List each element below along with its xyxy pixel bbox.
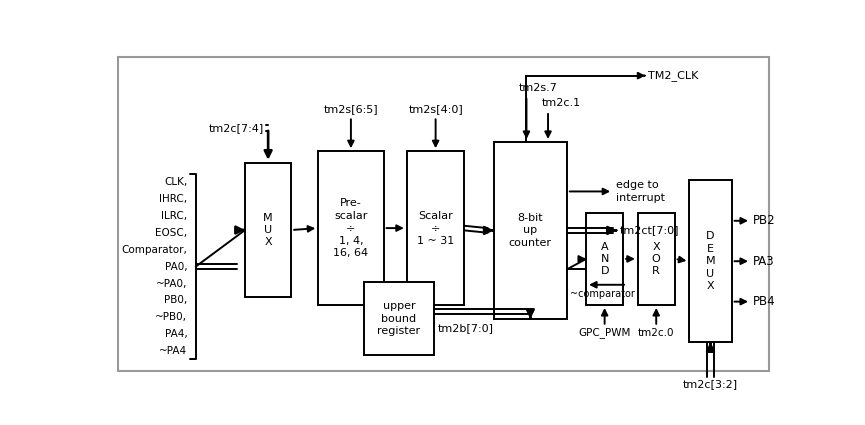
Text: ~PB0,: ~PB0, — [156, 312, 188, 323]
Text: ILRC,: ILRC, — [161, 211, 188, 221]
Bar — [494, 142, 567, 319]
Text: PB2: PB2 — [753, 214, 776, 227]
Text: IHRC,: IHRC, — [159, 194, 188, 204]
Text: upper
bound
register: upper bound register — [377, 301, 420, 336]
Text: edge to
interrupt: edge to interrupt — [616, 180, 665, 203]
Text: X
O
R: X O R — [652, 241, 661, 276]
Text: TM2_CLK: TM2_CLK — [648, 70, 698, 81]
Text: ~PA0,: ~PA0, — [156, 278, 188, 289]
Bar — [586, 212, 623, 305]
Text: CLK,: CLK, — [164, 177, 188, 187]
Text: tm2s[6:5]: tm2s[6:5] — [324, 104, 378, 114]
Text: PB0,: PB0, — [164, 295, 188, 306]
Bar — [318, 151, 384, 305]
Text: tm2c.1: tm2c.1 — [541, 98, 581, 108]
Text: Scalar
÷
1 ~ 31: Scalar ÷ 1 ~ 31 — [417, 211, 454, 246]
Text: ~PA4: ~PA4 — [159, 346, 188, 356]
Text: tm2c[7:4]: tm2c[7:4] — [208, 123, 264, 133]
Bar — [364, 282, 433, 355]
Text: GPC_PWM: GPC_PWM — [579, 327, 631, 338]
Text: tm2ct[7:0]: tm2ct[7:0] — [619, 225, 679, 235]
Text: tm2s[4:0]: tm2s[4:0] — [408, 104, 463, 114]
Bar — [638, 212, 675, 305]
Text: tm2c[3:2]: tm2c[3:2] — [683, 380, 738, 389]
Bar — [407, 151, 465, 305]
Text: ~comparator: ~comparator — [570, 289, 635, 299]
Text: PB4: PB4 — [753, 295, 776, 308]
Text: tm2s.7: tm2s.7 — [519, 83, 558, 93]
Bar — [689, 180, 732, 342]
Text: PA4,: PA4, — [164, 329, 188, 339]
Text: PA0,: PA0, — [164, 262, 188, 272]
Text: 8-bit
up
counter: 8-bit up counter — [509, 213, 552, 248]
Text: EOSC,: EOSC, — [155, 228, 188, 238]
Text: D
E
M
U
X: D E M U X — [706, 231, 715, 291]
Text: Comparator,: Comparator, — [121, 245, 188, 255]
Bar — [245, 163, 292, 298]
Text: M
U
X: M U X — [263, 212, 273, 247]
Text: Pre-
scalar
÷
1, 4,
16, 64: Pre- scalar ÷ 1, 4, 16, 64 — [333, 198, 368, 258]
Text: tm2c.0: tm2c.0 — [638, 328, 675, 338]
Text: tm2b[7:0]: tm2b[7:0] — [438, 323, 494, 333]
Text: A
N
D: A N D — [600, 241, 609, 276]
Text: PA3: PA3 — [753, 255, 775, 268]
